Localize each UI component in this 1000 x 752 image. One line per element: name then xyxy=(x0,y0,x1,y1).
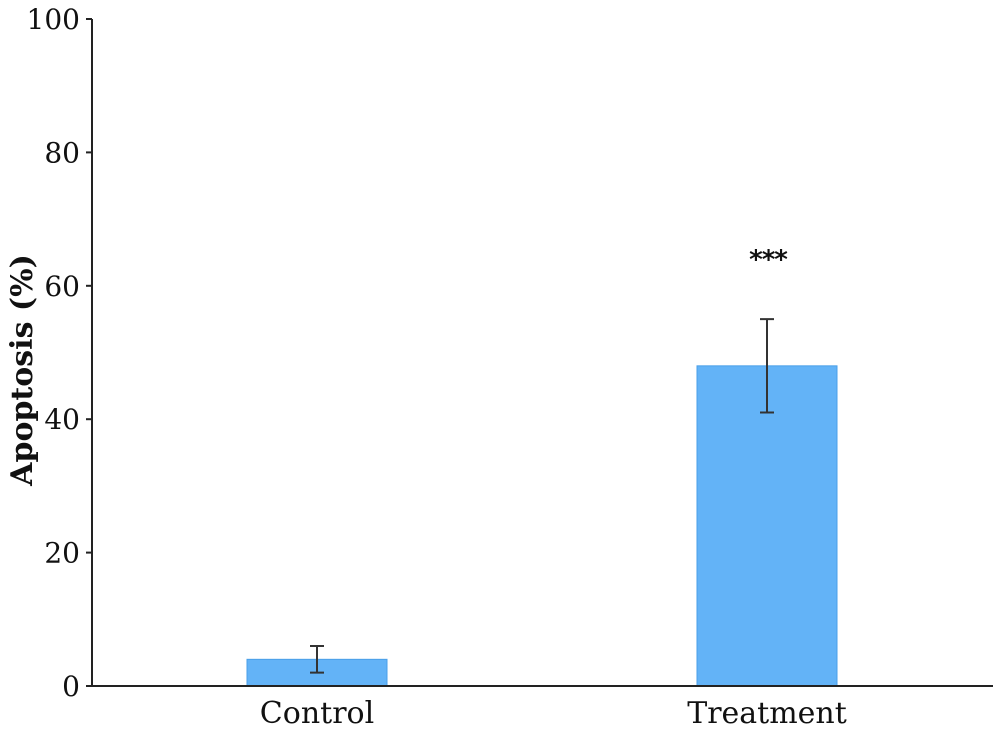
y-tick-label: 20 xyxy=(44,537,80,570)
error-bar-treatment xyxy=(760,318,774,414)
bar-treatment xyxy=(696,365,838,687)
y-axis-ticks: 0 20 40 60 80 100 xyxy=(27,3,92,703)
bars xyxy=(246,365,838,687)
y-tick-label: 0 xyxy=(62,670,80,703)
significance-marker: *** xyxy=(749,245,788,275)
x-category-label: Control xyxy=(260,696,374,731)
significance-markers: *** xyxy=(749,245,789,275)
error-bar-control xyxy=(310,644,324,674)
y-tick-label: 40 xyxy=(44,403,80,436)
y-tick-label: 80 xyxy=(44,136,80,169)
y-tick-label: 100 xyxy=(27,3,80,36)
y-axis-title: Apoptosis (%) xyxy=(5,254,40,487)
x-category-label: Treatment xyxy=(687,696,847,731)
y-tick-label: 60 xyxy=(44,270,80,303)
error-bars xyxy=(310,318,774,674)
x-axis-labels: Control Treatment xyxy=(260,696,847,731)
